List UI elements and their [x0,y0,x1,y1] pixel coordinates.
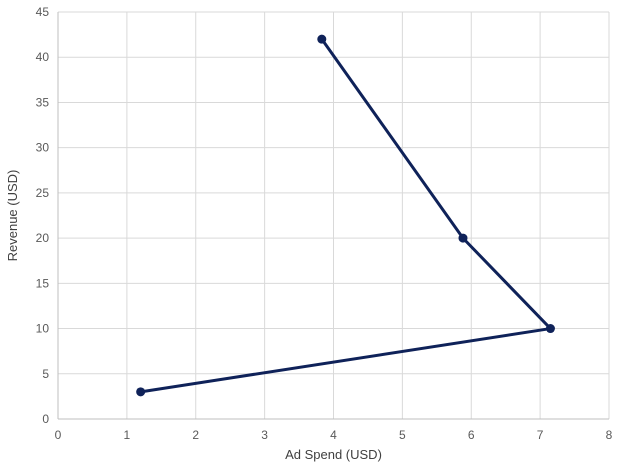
data-point [545,324,555,334]
y-axis-title: Revenue (USD) [5,170,20,262]
y-tick-label: 10 [36,322,50,336]
x-tick-label: 5 [399,428,406,442]
y-tick-label: 45 [36,5,50,19]
y-tick-label: 30 [36,141,50,155]
series-layer [136,34,555,397]
data-point [317,34,327,44]
y-tick-label: 5 [42,367,49,381]
y-tick-label: 35 [36,95,50,109]
x-tick-label: 2 [192,428,199,442]
x-tick-label: 1 [124,428,131,442]
x-tick-label: 4 [330,428,337,442]
x-tick-label: 6 [468,428,475,442]
series-line [139,37,552,394]
grid-layer [57,11,610,420]
y-tick-label: 20 [36,231,50,245]
data-point [458,233,468,243]
x-tick-label: 8 [606,428,613,442]
y-tick-label: 40 [36,50,50,64]
x-tick-label: 7 [537,428,544,442]
x-tick-label: 0 [55,428,62,442]
x-tick-label: 3 [261,428,268,442]
y-tick-label: 0 [42,412,49,426]
data-point [136,387,146,397]
y-tick-label: 25 [36,186,50,200]
y-tick-label: 15 [36,276,50,290]
x-axis-title: Ad Spend (USD) [285,447,382,462]
